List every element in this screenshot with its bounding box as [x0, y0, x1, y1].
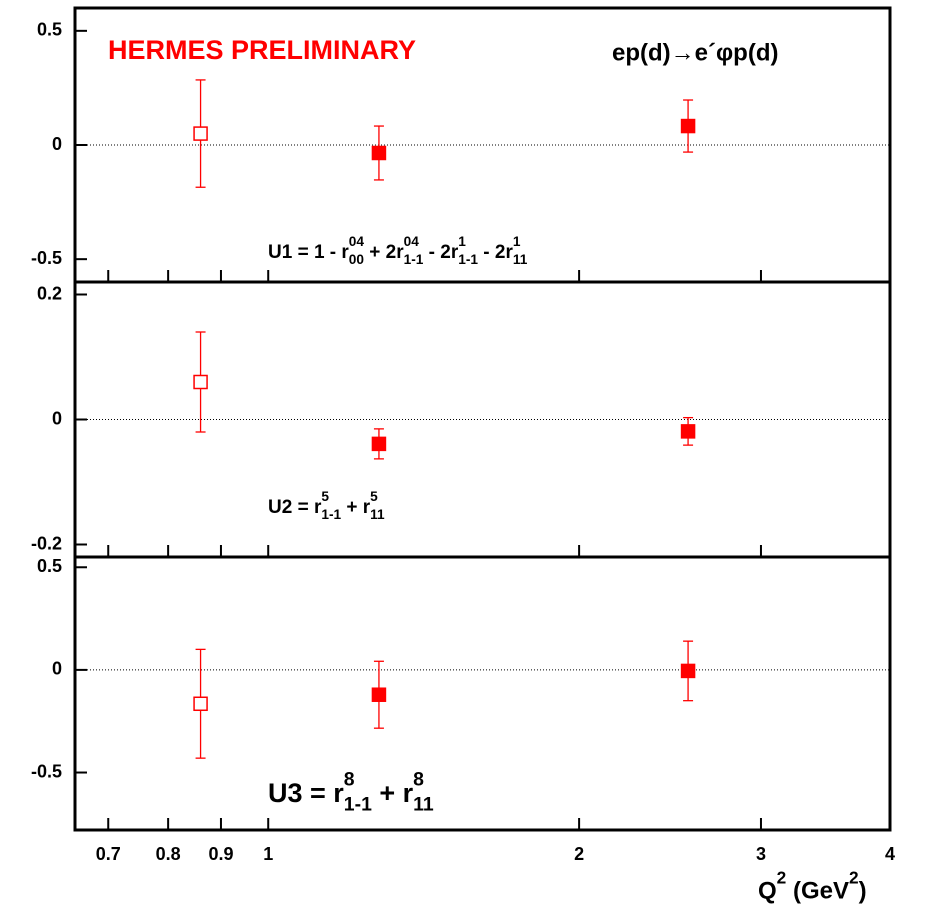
y-tick-label: 0.5: [37, 20, 62, 40]
formula: - 2r: [478, 242, 513, 263]
formula-sub: 1-1: [458, 252, 478, 267]
formula-sub: 11: [513, 252, 528, 267]
x-tick-label: 1: [263, 844, 273, 864]
x-tick-label: 0.9: [208, 844, 233, 864]
x-axis-label-sup: 2: [849, 867, 859, 887]
formula-sup: 8: [413, 768, 424, 790]
formula: U2 = r: [268, 497, 322, 518]
formula-sub: 11: [370, 507, 385, 522]
x-tick-label: 0.7: [96, 844, 121, 864]
formula: + r: [372, 778, 414, 808]
x-axis-label: Q: [758, 877, 777, 904]
marker: [680, 424, 696, 439]
formula-sub: 1-1: [344, 793, 372, 815]
marker: [371, 145, 387, 161]
marker: [680, 118, 696, 134]
formula-sup: 1: [458, 234, 466, 249]
formula: - 2r: [423, 242, 458, 263]
formula-sup: 5: [370, 489, 378, 504]
x-axis-label: (GeV: [786, 877, 849, 904]
formula-sup: 5: [321, 489, 329, 504]
x-tick-label: 4: [885, 844, 895, 864]
y-tick-label: 0: [52, 134, 62, 154]
marker: [193, 374, 208, 390]
formula-sub: 1-1: [404, 252, 424, 267]
formula: U1 = 1 - r: [268, 242, 349, 263]
frame: [73, 555, 892, 832]
marker: [193, 696, 208, 712]
y-tick-label: 0: [52, 408, 62, 428]
formula: + r: [341, 497, 371, 518]
x-tick-label: 3: [756, 844, 766, 864]
formula-sub: 1-1: [321, 507, 341, 522]
y-tick-label: -0.2: [31, 533, 62, 553]
x-tick-label: 2: [574, 844, 584, 864]
marker: [371, 687, 387, 702]
formula-sup: 1: [513, 234, 521, 249]
x-axis-label: ): [859, 877, 867, 904]
marker: [371, 436, 387, 452]
formula-sup: 04: [404, 234, 420, 249]
formula-sub: 00: [349, 252, 365, 267]
frame: [73, 280, 892, 559]
formula-sup: 8: [344, 768, 355, 790]
x-tick-label: 0.8: [156, 844, 181, 864]
y-tick-label: -0.5: [31, 248, 62, 268]
formula-sup: 04: [349, 234, 365, 249]
marker: [193, 126, 208, 141]
formula: + 2r: [364, 242, 404, 263]
y-tick-label: 0.5: [37, 556, 62, 576]
y-tick-label: -0.5: [31, 761, 62, 781]
formula-sub: 11: [413, 793, 434, 815]
annotation: HERMES PRELIMINARY: [108, 35, 416, 65]
chart-title: ep(d)→e´φp(d): [612, 39, 778, 66]
y-tick-label: 0: [52, 659, 62, 679]
formula: U3 = r: [268, 778, 344, 808]
y-tick-label: 0.2: [37, 283, 62, 303]
marker: [680, 663, 696, 679]
x-axis-label-sup: 2: [777, 867, 787, 887]
